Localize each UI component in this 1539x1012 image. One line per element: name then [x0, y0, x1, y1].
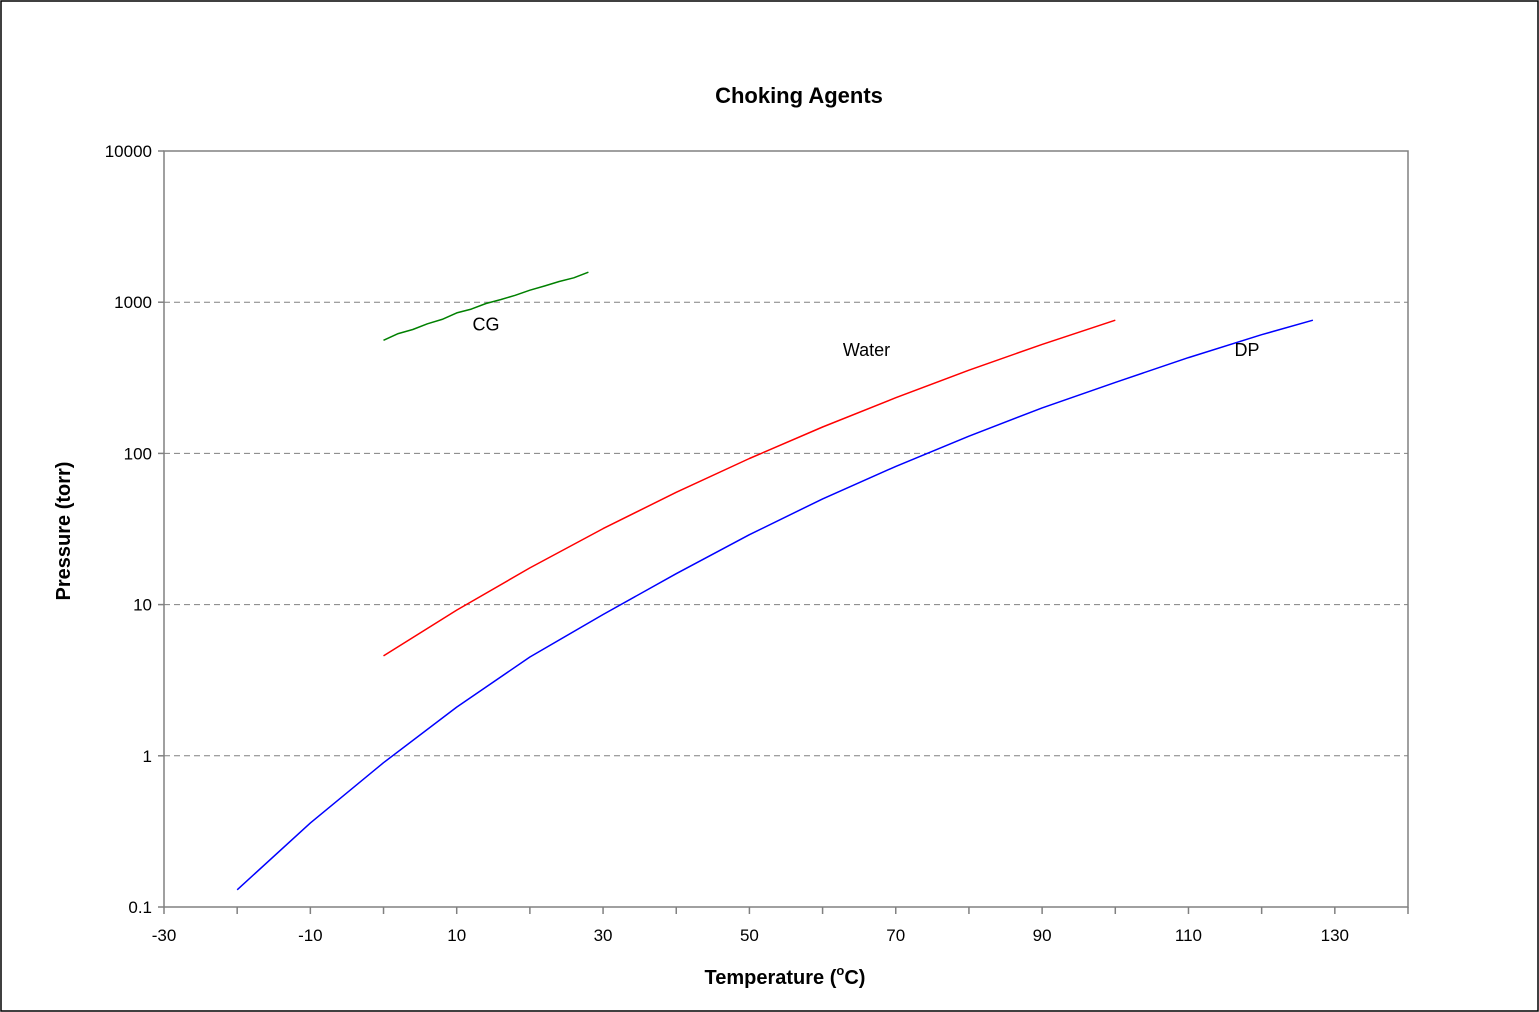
series-lines [236, 271, 1314, 891]
x-axis-title: Temperature (oC) [705, 963, 866, 989]
x-tick-label: 130 [1321, 926, 1349, 945]
x-tick-label: 70 [886, 926, 905, 945]
x-axis-title-tail: C) [844, 967, 865, 989]
x-tick-label: 10 [447, 926, 466, 945]
x-axis-title-superscript: o [836, 963, 844, 978]
series-line-dp [236, 319, 1314, 891]
gridlines [164, 301, 1408, 757]
series-label-dp: DP [1235, 340, 1260, 360]
chart-title: Choking Agents [715, 83, 883, 108]
x-tick-label: 30 [594, 926, 613, 945]
x-tick-label: 90 [1033, 926, 1052, 945]
y-tick-label: 100 [124, 444, 152, 463]
x-tick-label: 50 [740, 926, 759, 945]
y-tick-label: 1 [143, 747, 152, 766]
y-tick-label: 0.1 [128, 898, 152, 917]
x-axis-title-main: Temperature ( [705, 967, 837, 989]
plot-area-frame [163, 150, 1409, 908]
series-line-water [383, 319, 1116, 657]
x-tick-label: -30 [152, 926, 177, 945]
x-tick-label: -10 [298, 926, 323, 945]
series-labels: CG Water DP [472, 314, 1259, 360]
series-label-cg: CG [472, 314, 499, 334]
x-tick-label: 110 [1175, 926, 1202, 945]
y-tick-label: 10000 [105, 142, 152, 161]
y-tick-label: 10 [133, 596, 152, 615]
y-tick-label: 1000 [114, 293, 152, 312]
series-label-water: Water [843, 340, 890, 360]
y-axis-title: Pressure (torr) [53, 462, 75, 601]
series-line-cg [383, 271, 589, 341]
